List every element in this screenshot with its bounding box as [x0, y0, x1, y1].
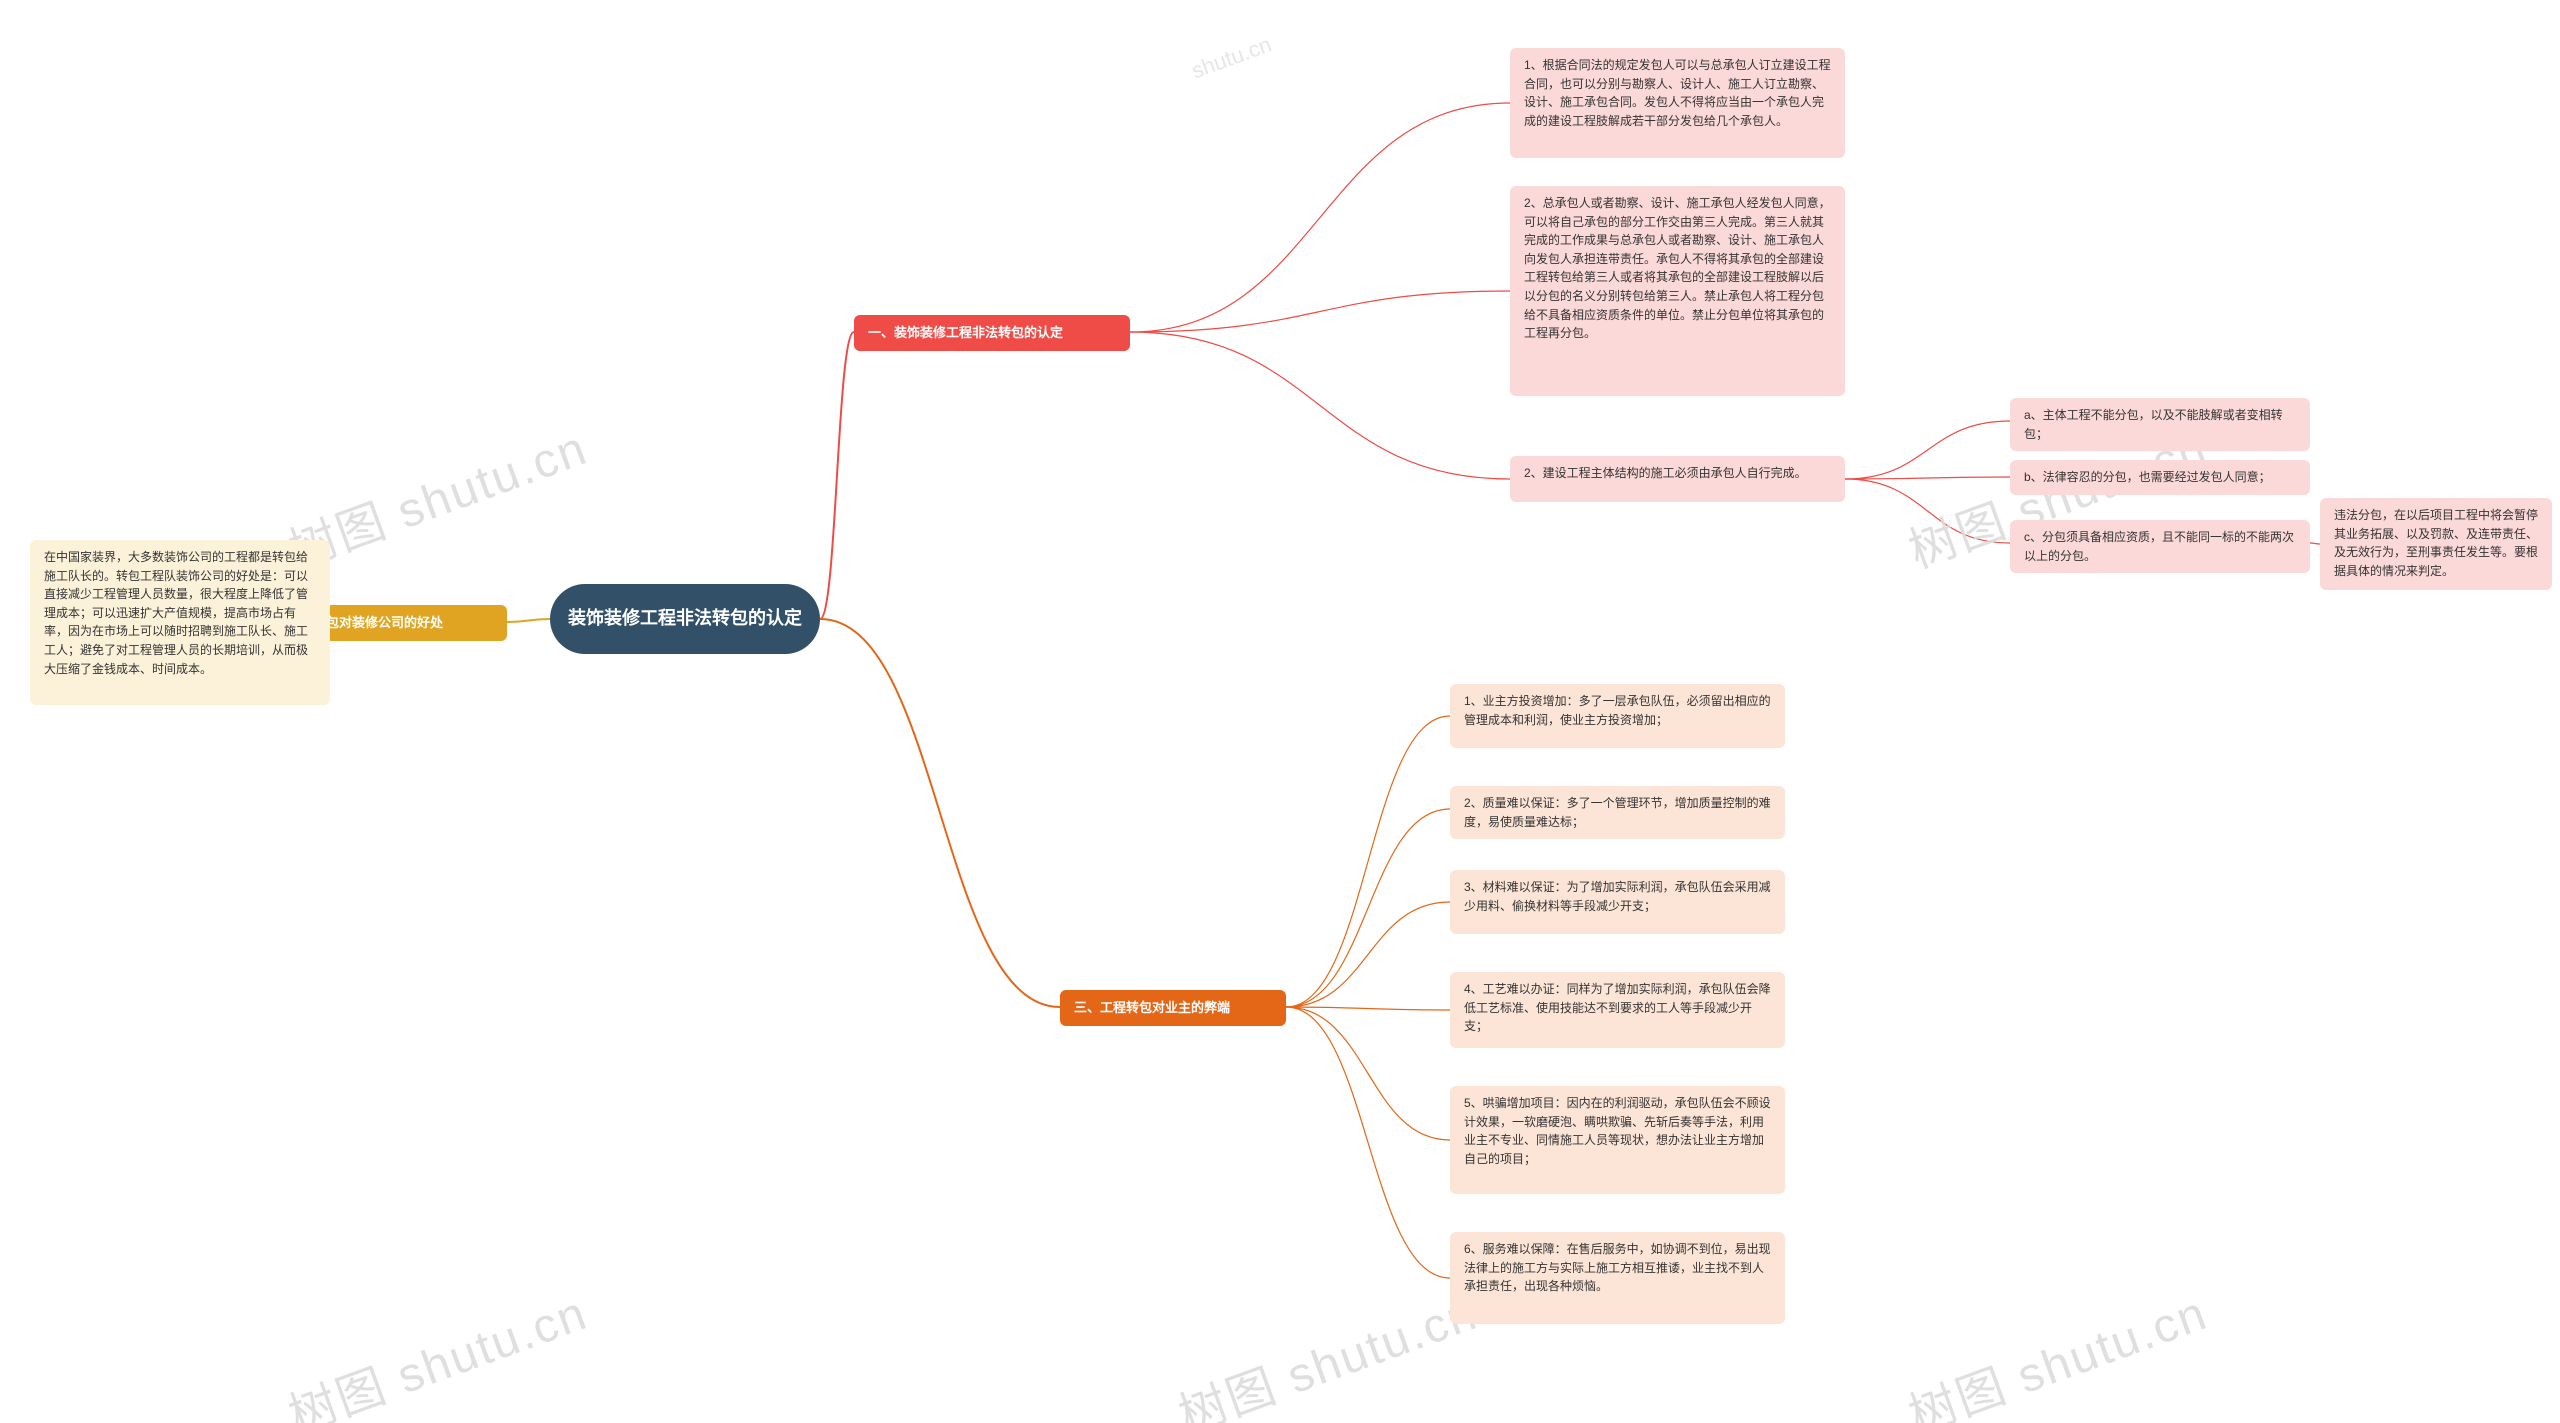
leaf-node: 2、建设工程主体结构的施工必须由承包人自行完成。 — [1510, 456, 1845, 502]
connector — [1286, 1007, 1450, 1278]
watermark-text: 树图 shutu.cn — [277, 1274, 595, 1423]
leaf-node: 2、质量难以保证：多了一个管理环节，增加质量控制的难度，易使质量难达标； — [1450, 786, 1785, 839]
leaf-node: 2、总承包人或者勘察、设计、施工承包人经发包人同意，可以将自己承包的部分工作交由… — [1510, 186, 1845, 396]
connector — [1130, 103, 1510, 332]
connection-layer — [0, 0, 2560, 1423]
watermark-text: 树图 shutu.cn — [1167, 1274, 1485, 1423]
connector — [507, 619, 550, 622]
leaf-node: 违法分包，在以后项目工程中将会暂停其业务拓展、以及罚款、及连带责任、及无效行为，… — [2320, 498, 2552, 590]
connector — [2310, 543, 2320, 544]
connector — [1130, 332, 1510, 479]
connector — [1286, 1007, 1450, 1140]
connector — [1286, 902, 1450, 1007]
small-watermark: shutu.cn — [1188, 32, 1275, 85]
leaf-node: 3、材料难以保证：为了增加实际利润，承包队伍会采用减少用料、偷换材料等手段减少开… — [1450, 870, 1785, 934]
connector — [820, 332, 854, 619]
watermark-text: 树图 shutu.cn — [1897, 1274, 2215, 1423]
branch-node: 三、工程转包对业主的弊端 — [1060, 990, 1286, 1026]
connector — [1845, 479, 2010, 543]
root-node: 装饰装修工程非法转包的认定 — [550, 584, 820, 654]
connector — [1286, 809, 1450, 1007]
leaf-node: 4、工艺难以办证：同样为了增加实际利润，承包队伍会降低工艺标准、使用技能达不到要… — [1450, 972, 1785, 1048]
leaf-node: 1、业主方投资增加：多了一层承包队伍，必须留出相应的管理成本和利润，使业主方投资… — [1450, 684, 1785, 748]
leaf-node: 5、哄骗增加项目：因内在的利润驱动，承包队伍会不顾设计效果，一软磨硬泡、瞒哄欺骗… — [1450, 1086, 1785, 1194]
branch-node: 一、装饰装修工程非法转包的认定 — [854, 315, 1130, 351]
leaf-node: c、分包须具备相应资质，且不能同一标的不能两次以上的分包。 — [2010, 520, 2310, 573]
connector — [1286, 716, 1450, 1007]
connector — [1130, 291, 1510, 332]
leaf-node: 6、服务难以保障：在售后服务中，如协调不到位，易出现法律上的施工方与实际上施工方… — [1450, 1232, 1785, 1324]
leaf-node: a、主体工程不能分包，以及不能肢解或者变相转包； — [2010, 398, 2310, 451]
leaf-node: b、法律容忍的分包，也需要经过发包人同意； — [2010, 460, 2310, 495]
connector — [1286, 1007, 1450, 1010]
leaf-node: 在中国家装界，大多数装饰公司的工程都是转包给施工队长的。转包工程队装饰公司的好处… — [30, 540, 330, 705]
connector — [1845, 421, 2010, 479]
connector — [820, 619, 1060, 1007]
connector — [1845, 477, 2010, 479]
leaf-node: 1、根据合同法的规定发包人可以与总承包人订立建设工程合同，也可以分别与勘察人、设… — [1510, 48, 1845, 158]
